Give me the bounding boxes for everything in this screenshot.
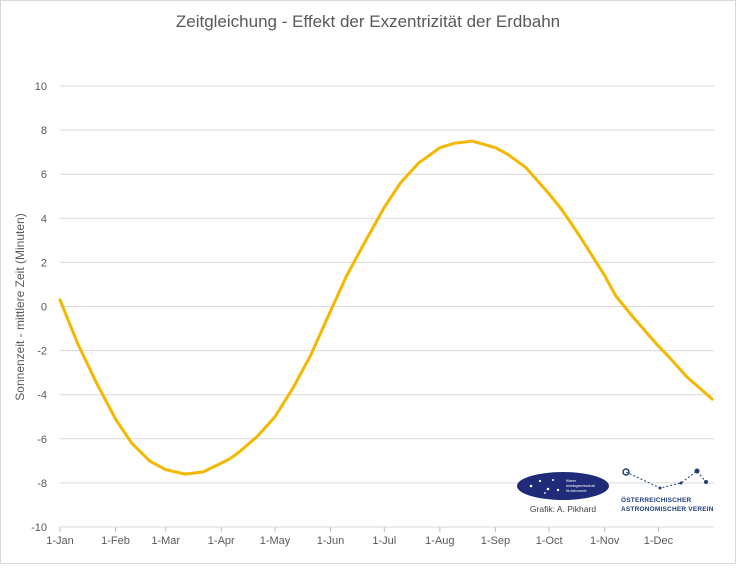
gridlines [60,85,714,528]
y-axis-ticks: -10 -8 -6 -4 -2 0 2 4 6 8 10 [31,81,47,534]
x-tick-label: 1-Sep [481,535,510,547]
y-tick-label: 6 [41,169,47,181]
x-axis-ticks: 1-Jan 1-Feb 1-Mar 1-Apr 1-May 1-Jun 1-Jul 1-Aug… [46,527,674,547]
constellation-star-icon [704,480,708,484]
chart-title: Zeitgleichung - Effekt der Exzentrizität… [176,12,560,31]
x-tick-label: 1-Apr [208,535,235,547]
waa-line-3: für Astronomie [566,489,587,493]
y-tick-label: -8 [37,478,47,490]
star-icon [552,479,554,481]
x-tick-label: 1-Jan [46,535,74,547]
constellation-lines [625,470,707,489]
star-icon [538,479,542,483]
y-tick-label: 10 [35,81,47,93]
x-tick-label: 1-Aug [425,535,454,547]
x-tick-label: 1-Oct [536,535,563,547]
y-tick-label: 2 [41,257,47,269]
y-tick-label: -2 [37,346,47,358]
constellation-star-icon [622,468,630,476]
star-icon [546,487,550,491]
star-icon [544,492,546,494]
x-tick-label: 1-Nov [590,535,620,547]
y-tick-label: 0 [41,302,47,314]
star-icon [529,484,533,488]
y-tick-label: -10 [31,522,47,534]
oav-logo: ÖSTERREICHISCHER ASTRONOMISCHER VEREIN [621,468,714,513]
x-tick-label: 1-Jul [372,535,396,547]
y-tick-label: -4 [37,390,47,402]
x-tick-label: 1-Feb [101,535,130,547]
x-tick-label: 1-Jun [317,535,345,547]
y-tick-label: 8 [41,125,47,137]
constellation-star-icon [694,468,700,474]
waa-logo: Wiener Arbeitsgemeinschaft für Astronomi… [517,472,609,500]
series-group [58,139,714,476]
x-tick-label: 1-Dec [644,535,674,547]
waa-line-1: Wiener [566,479,577,483]
y-tick-label: -6 [37,434,47,446]
x-tick-label: 1-Mar [151,535,180,547]
waa-logo-ellipse [517,472,609,500]
constellation-star-icon [658,486,662,490]
oav-line-2: ASTRONOMISCHER VEREIN [621,506,714,513]
graphic-credit: Grafik: A. Pikhard [530,504,596,514]
constellation-star-icon [679,481,683,485]
y-tick-label: 4 [41,213,47,225]
star-icon [556,488,560,492]
y-axis-title: Sonnenzeit - mittlere Zeit (Minuten) [13,213,27,400]
x-tick-label: 1-May [260,535,291,547]
series-line [58,139,714,476]
waa-line-2: Arbeitsgemeinschaft [566,484,595,488]
oav-line-1: ÖSTERREICHISCHER [621,495,691,504]
waa-star-icons [529,479,560,494]
